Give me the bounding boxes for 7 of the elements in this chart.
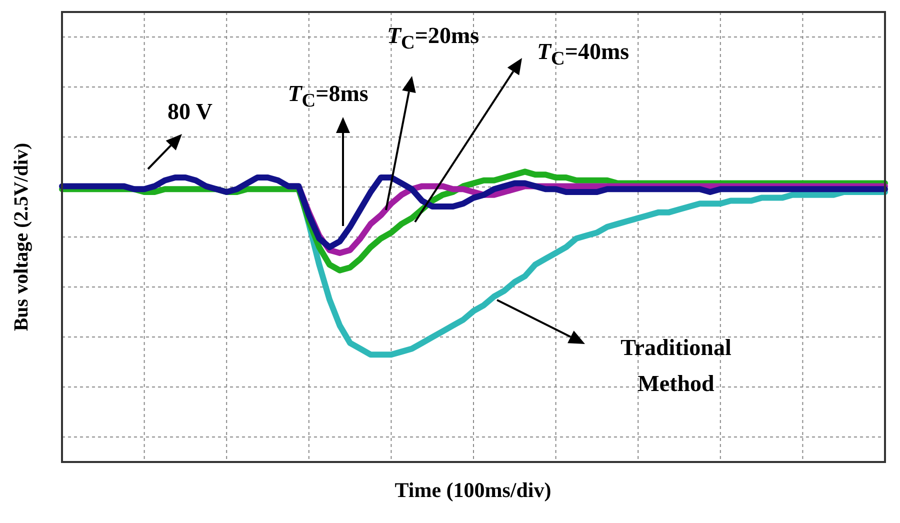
annotation: Traditional Method <box>620 334 732 398</box>
text: T$_{C}$=40ms <box>536 38 630 72</box>
x-axis-title: Time (100ms/div) <box>394 478 552 503</box>
text: 80 V <box>166 98 214 126</box>
text: T$_{C}$=20ms <box>386 22 480 56</box>
y-axis-title: Bus voltage (2.5V/div) <box>10 142 34 332</box>
text: T$_{C}$=8ms <box>286 80 370 114</box>
